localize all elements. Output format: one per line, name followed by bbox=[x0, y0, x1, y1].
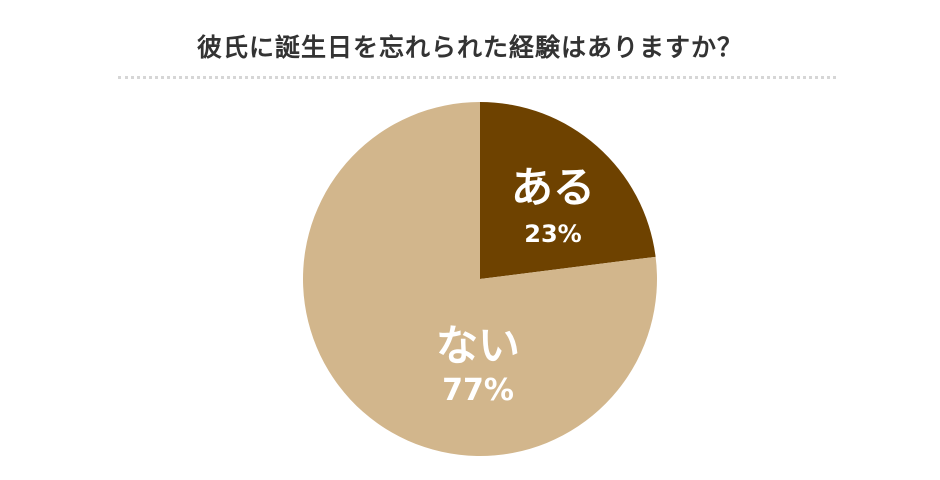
slice-value-label-1: 23% bbox=[524, 220, 581, 248]
chart-title: 彼氏に誕生日を忘れられた経験はありますか？ bbox=[196, 33, 743, 62]
slice-label-2: ない bbox=[436, 321, 520, 370]
pie-slice-1 bbox=[480, 102, 656, 279]
title-divider bbox=[118, 76, 836, 79]
slice-label-1: ある bbox=[511, 163, 595, 212]
slice-value-label-2: 77% bbox=[442, 373, 514, 408]
pie-slice-2 bbox=[303, 102, 658, 456]
